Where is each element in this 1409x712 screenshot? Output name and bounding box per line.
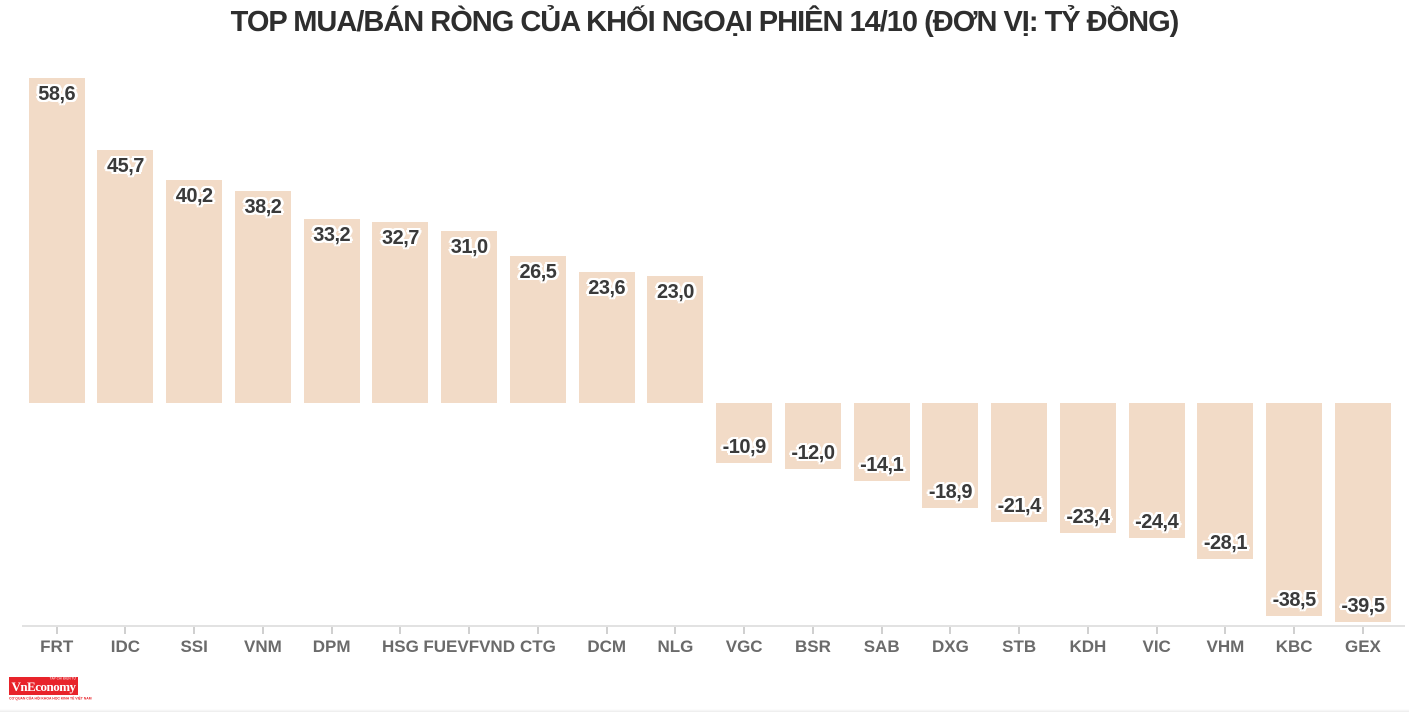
- bar-value-label: -10,9: [722, 436, 767, 459]
- category-label-ssi: SSI: [180, 637, 208, 656]
- bar-value-label: 26,5: [519, 261, 557, 284]
- bar-value-label: -28,1: [1203, 531, 1248, 554]
- x-axis-tick: [468, 627, 471, 634]
- category-label-vnm: VNM: [244, 637, 282, 656]
- category-label-dcm: DCM: [587, 637, 627, 656]
- bar-value-label: 40,2: [175, 185, 213, 208]
- bar-value-label: 23,0: [656, 280, 694, 303]
- bar-value-label: 33,2: [313, 224, 351, 247]
- bar-value-label: -14,1: [860, 454, 904, 477]
- bar-nlg: [647, 275, 704, 403]
- x-axis-tick: [55, 627, 58, 634]
- x-axis-tick: [811, 627, 814, 634]
- x-axis-tick: [193, 627, 196, 634]
- category-label-sab: SAB: [863, 637, 900, 656]
- bottom-edge-strip: [0, 709, 1409, 712]
- bar-bsr: [784, 403, 841, 470]
- x-axis-tick: [1018, 627, 1021, 634]
- bar-gex: [1334, 403, 1391, 622]
- bar-vnm: [234, 191, 291, 403]
- vneconomy-logo-box: TẠP CHÍ ĐIỆN TỬ VnEconomy: [9, 677, 78, 695]
- bar-value-label: -38,5: [1272, 589, 1317, 612]
- bar-kdh: [1059, 403, 1116, 533]
- bar-value-label: -23,4: [1066, 505, 1110, 528]
- x-axis-tick: [743, 627, 746, 634]
- category-label-fuevfvnd: FUEVFVND: [423, 637, 515, 656]
- category-label-vhm: VHM: [1206, 637, 1245, 656]
- vneconomy-logo: TẠP CHÍ ĐIỆN TỬ VnEconomy CƠ QUAN CỦA HỘ…: [9, 677, 92, 708]
- bar-value-label: 23,6: [588, 277, 626, 300]
- logo-tagline-bottom: CƠ QUAN CỦA HỘI KHOA HỌC KINH TẾ VIỆT NA…: [9, 697, 92, 701]
- category-label-hsg: HSG: [382, 637, 419, 656]
- x-axis-tick: [674, 627, 677, 634]
- category-label-nlg: NLG: [657, 637, 694, 656]
- x-axis-tick: [1224, 627, 1227, 634]
- bar-vic: [1128, 403, 1185, 539]
- bar-value-label: 32,7: [381, 226, 419, 249]
- bar-vhm: [1197, 403, 1254, 559]
- bar-dxg: [922, 403, 979, 508]
- bar-value-label: 38,2: [244, 196, 282, 219]
- x-axis-tick: [1155, 627, 1158, 634]
- bar-hsg: [372, 221, 429, 403]
- x-axis-tick: [1293, 627, 1296, 634]
- category-label-dxg: DXG: [932, 637, 969, 656]
- bar-value-label: -12,0: [791, 442, 835, 465]
- category-label-kdh: KDH: [1069, 637, 1107, 656]
- x-axis-tick: [949, 627, 952, 634]
- bar-sab: [853, 403, 910, 482]
- bar-value-label: 31,0: [450, 236, 488, 259]
- chart-title: TOP MUA/BÁN RÒNG CỦA KHỐI NGOẠI PHIÊN 14…: [230, 6, 1180, 38]
- x-axis-tick: [536, 627, 539, 634]
- bar-value-label: -18,9: [928, 480, 973, 503]
- bar-ctg: [509, 256, 566, 403]
- bar-kbc: [1266, 403, 1323, 617]
- logo-wordmark: VnEconomy: [11, 679, 76, 694]
- category-label-vic: VIC: [1142, 637, 1171, 656]
- x-axis-tick: [605, 627, 608, 634]
- bar-value-label: -39,5: [1341, 594, 1385, 617]
- bar-frt: [28, 78, 85, 403]
- x-axis-tick: [880, 627, 883, 634]
- category-label-frt: FRT: [40, 637, 74, 656]
- x-axis-line: [22, 625, 1405, 627]
- category-label-dpm: DPM: [312, 637, 351, 656]
- bar-value-label: -21,4: [997, 494, 1042, 517]
- bar-vgc: [716, 403, 773, 464]
- bar-stb: [991, 403, 1048, 522]
- bar-idc: [97, 149, 154, 403]
- bar-value-label: 58,6: [38, 83, 76, 106]
- bar-dcm: [578, 272, 635, 403]
- x-axis-tick: [330, 627, 333, 634]
- x-axis-tick: [124, 627, 127, 634]
- logo-tagline-top: TẠP CHÍ ĐIỆN TỬ: [49, 677, 76, 681]
- category-label-stb: STB: [1002, 637, 1037, 656]
- bar-value-label: -24,4: [1135, 511, 1179, 534]
- category-label-vgc: VGC: [725, 637, 763, 656]
- x-axis-tick: [1086, 627, 1089, 634]
- x-axis-tick: [261, 627, 264, 634]
- category-label-gex: GEX: [1344, 637, 1381, 656]
- category-label-ctg: CTG: [519, 637, 556, 656]
- x-axis-tick: [399, 627, 402, 634]
- bar-dpm: [303, 219, 360, 403]
- bar-fuevfvnd: [441, 231, 498, 403]
- category-label-idc: IDC: [110, 637, 141, 656]
- bar-ssi: [166, 180, 223, 403]
- x-axis-tick: [1361, 627, 1364, 634]
- category-label-bsr: BSR: [794, 637, 831, 656]
- bar-value-label: 45,7: [106, 154, 144, 177]
- category-label-kbc: KBC: [1275, 637, 1313, 656]
